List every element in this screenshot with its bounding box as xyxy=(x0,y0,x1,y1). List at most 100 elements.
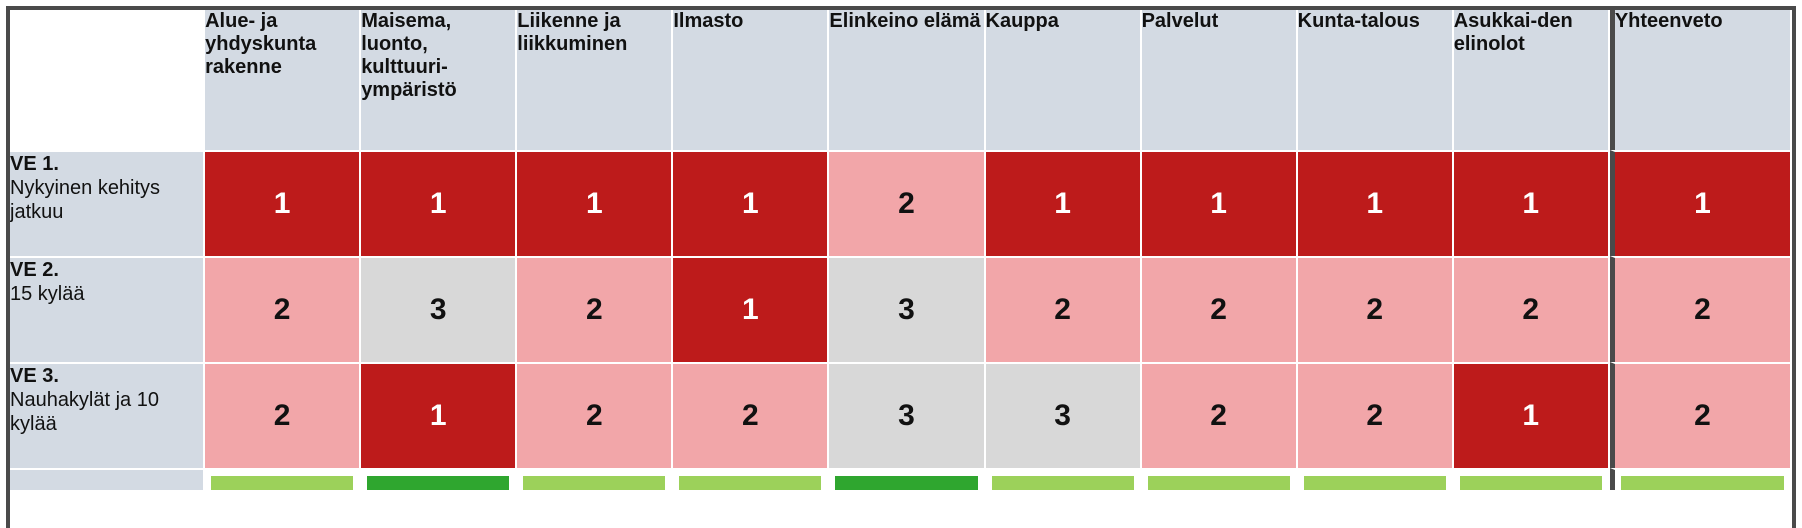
value-cell xyxy=(361,468,517,490)
value-cell: 1 xyxy=(361,362,517,468)
value-cell: 1 xyxy=(673,150,829,256)
value-tile xyxy=(679,476,821,490)
value-cell: 2 xyxy=(1454,256,1610,362)
value-tile: 2 xyxy=(1298,258,1452,362)
value-cell: 1 xyxy=(1454,362,1610,468)
row-header-text: Nauhakylät ja 10 kylää xyxy=(10,389,159,435)
header-corner xyxy=(10,10,205,150)
summary-tile: 2 xyxy=(1615,364,1790,468)
value-tile: 1 xyxy=(1454,364,1608,468)
value-tile: 2 xyxy=(205,364,359,468)
value-cell xyxy=(517,468,673,490)
value-cell: 3 xyxy=(829,362,985,468)
value-cell xyxy=(673,468,829,490)
value-cell: 1 xyxy=(986,150,1142,256)
value-tile: 3 xyxy=(361,258,515,362)
value-tile: 1 xyxy=(361,152,515,256)
value-cell: 2 xyxy=(986,256,1142,362)
value-tile: 2 xyxy=(205,258,359,362)
value-tile: 1 xyxy=(205,152,359,256)
value-cell: 2 xyxy=(829,150,985,256)
value-tile: 2 xyxy=(673,364,827,468)
value-cell: 1 xyxy=(205,150,361,256)
header-row: Alue- ja yhdyskunta rakenneMaisema, luon… xyxy=(10,10,1792,150)
value-tile: 1 xyxy=(1142,152,1296,256)
summary-cell xyxy=(1610,468,1792,490)
summary-tile: 2 xyxy=(1615,258,1790,362)
value-cell: 3 xyxy=(829,256,985,362)
summary-cell: 1 xyxy=(1610,150,1792,256)
impact-matrix-table: Alue- ja yhdyskunta rakenneMaisema, luon… xyxy=(10,10,1792,490)
value-tile: 3 xyxy=(829,364,983,468)
table-row-peek xyxy=(10,468,1792,490)
value-tile: 2 xyxy=(1454,258,1608,362)
value-tile xyxy=(1148,476,1290,490)
value-cell xyxy=(1298,468,1454,490)
value-tile: 2 xyxy=(1298,364,1452,468)
value-tile xyxy=(523,476,665,490)
col-header-alue: Alue- ja yhdyskunta rakenne xyxy=(205,10,361,150)
value-tile: 2 xyxy=(517,258,671,362)
value-tile: 1 xyxy=(673,152,827,256)
value-cell xyxy=(1142,468,1298,490)
value-tile: 1 xyxy=(1454,152,1608,256)
summary-tile: 1 xyxy=(1615,152,1790,256)
value-cell: 2 xyxy=(205,362,361,468)
col-header-elinkeino: Elinkeino elämä xyxy=(829,10,985,150)
value-tile: 1 xyxy=(986,152,1140,256)
value-tile: 2 xyxy=(986,258,1140,362)
col-header-summary: Yhteenveto xyxy=(1610,10,1792,150)
col-header-palvelut: Palvelut xyxy=(1142,10,1298,150)
value-cell: 2 xyxy=(1142,256,1298,362)
col-header-ilmasto: Ilmasto xyxy=(673,10,829,150)
value-cell xyxy=(205,468,361,490)
value-tile: 2 xyxy=(829,152,983,256)
value-cell: 2 xyxy=(673,362,829,468)
row-header-peek xyxy=(10,468,205,490)
value-cell: 2 xyxy=(1298,256,1454,362)
col-header-kunta: Kunta-talous xyxy=(1298,10,1454,150)
table-row: VE 3.Nauhakylät ja 10 kylää2122332212 xyxy=(10,362,1792,468)
row-header-text: 15 kylää xyxy=(10,283,85,305)
row-header-bold: VE 3. xyxy=(10,365,59,387)
summary-cell: 2 xyxy=(1610,256,1792,362)
value-tile: 1 xyxy=(517,152,671,256)
table-row: VE 2.15 kylää2321322222 xyxy=(10,256,1792,362)
row-header-ve1: VE 1.Nykyinen kehitys jatkuu xyxy=(10,150,205,256)
value-tile xyxy=(835,476,977,490)
value-tile xyxy=(1304,476,1446,490)
value-cell: 1 xyxy=(361,150,517,256)
col-header-kauppa: Kauppa xyxy=(986,10,1142,150)
value-cell xyxy=(1454,468,1610,490)
value-cell: 2 xyxy=(517,362,673,468)
value-cell: 3 xyxy=(361,256,517,362)
value-cell: 1 xyxy=(1142,150,1298,256)
row-header-ve2: VE 2.15 kylää xyxy=(10,256,205,362)
col-header-asukkaat: Asukkai-den elinolot xyxy=(1454,10,1610,150)
value-tile xyxy=(367,476,509,490)
value-tile: 3 xyxy=(829,258,983,362)
value-tile: 1 xyxy=(361,364,515,468)
value-tile: 1 xyxy=(673,258,827,362)
row-header-bold: VE 1. xyxy=(10,153,59,175)
summary-tile xyxy=(1621,476,1784,490)
value-cell: 1 xyxy=(673,256,829,362)
value-cell: 2 xyxy=(517,256,673,362)
value-cell xyxy=(986,468,1142,490)
value-cell: 1 xyxy=(1454,150,1610,256)
value-tile xyxy=(1460,476,1602,490)
col-header-liikenne: Liikenne ja liikkuminen xyxy=(517,10,673,150)
value-tile: 2 xyxy=(517,364,671,468)
value-cell: 2 xyxy=(1298,362,1454,468)
value-tile: 2 xyxy=(1142,258,1296,362)
value-cell: 2 xyxy=(205,256,361,362)
row-header-bold: VE 2. xyxy=(10,259,59,281)
value-cell: 3 xyxy=(986,362,1142,468)
value-cell xyxy=(829,468,985,490)
value-tile: 1 xyxy=(1298,152,1452,256)
col-header-maisema: Maisema, luonto, kulttuuri-ympäristö xyxy=(361,10,517,150)
value-cell: 1 xyxy=(1298,150,1454,256)
table-row: VE 1.Nykyinen kehitys jatkuu1111211111 xyxy=(10,150,1792,256)
value-tile xyxy=(211,476,353,490)
value-tile: 3 xyxy=(986,364,1140,468)
